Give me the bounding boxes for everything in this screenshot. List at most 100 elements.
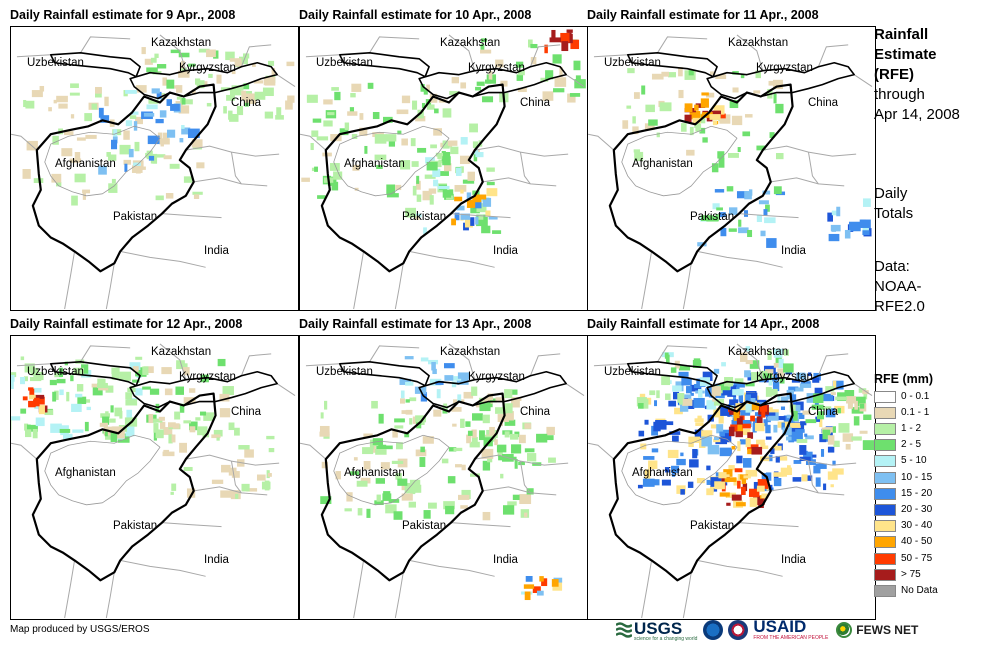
rainfall-map-panel: Daily Rainfall estimate for 14 Apr., 200…	[587, 317, 877, 621]
rainfall-cell	[396, 442, 403, 450]
rainfall-cell	[700, 98, 709, 108]
rainfall-cell	[244, 93, 255, 99]
rainfall-map-panel: Daily Rainfall estimate for 13 Apr., 200…	[299, 317, 589, 621]
rainfall-cell	[195, 417, 201, 421]
rainfall-cell	[395, 184, 402, 191]
rainfall-cell	[252, 63, 256, 67]
rainfall-cell	[712, 488, 718, 492]
rainfall-cell	[835, 396, 847, 401]
rainfall-cell	[38, 404, 45, 415]
rainfall-cell	[828, 233, 840, 242]
rainfall-cell	[752, 422, 757, 433]
rainfall-cell	[77, 396, 87, 405]
rainfall-cell	[76, 137, 86, 141]
rainfall-cell	[397, 478, 408, 486]
rainfall-cell	[415, 415, 427, 423]
province-boundary	[519, 152, 531, 185]
legend-swatch	[874, 390, 896, 403]
rainfall-cell	[404, 356, 414, 360]
rainfall-cell	[82, 189, 91, 194]
rainfall-cell	[59, 428, 71, 433]
rainfall-cell	[764, 369, 774, 377]
legend-label: No Data	[901, 584, 938, 596]
rainfall-cell	[108, 183, 118, 193]
rainfall-cell	[401, 493, 413, 501]
rainfall-cell	[514, 459, 518, 469]
rainfall-cell	[739, 406, 751, 416]
rainfall-cell	[428, 188, 437, 194]
rainfall-cell	[820, 449, 825, 457]
rainfall-cell	[641, 85, 646, 95]
rainfall-cell	[339, 128, 349, 136]
rainfall-cell	[757, 479, 769, 489]
rainfall-cell	[730, 405, 735, 411]
rainfall-cell	[363, 433, 373, 438]
rainfall-cell	[132, 379, 140, 383]
rainfall-cell	[72, 429, 84, 433]
country-border	[44, 125, 161, 197]
rainfall-cell	[71, 195, 78, 206]
rainfall-cell	[108, 154, 117, 161]
rainfall-cell	[626, 105, 632, 109]
rainfall-cell	[442, 108, 452, 118]
rainfall-cell	[712, 203, 720, 210]
legend-heading: Rainfall Estimate (RFE)	[874, 25, 937, 85]
country-label-pakistan: Pakistan	[113, 211, 158, 223]
rainfall-cell	[705, 92, 715, 98]
province-boundary	[159, 343, 187, 380]
rainfall-cell	[454, 196, 463, 202]
rainfall-cell	[383, 116, 393, 123]
province-boundary	[80, 345, 131, 363]
province-boundary	[450, 213, 511, 219]
rainfall-cell	[745, 392, 758, 401]
rainfall-cell	[718, 472, 727, 479]
rainfall-cell	[24, 363, 35, 373]
rainfall-cell	[369, 442, 374, 450]
rainfall-cell	[731, 115, 743, 126]
country-border	[338, 361, 567, 409]
rainfall-cell	[644, 419, 649, 425]
rainfall-cell	[714, 481, 725, 490]
rainfall-cell	[163, 449, 170, 455]
rainfall-cell	[756, 214, 762, 223]
rainfall-cell	[815, 463, 827, 469]
rainfall-cell	[423, 510, 431, 519]
rainfall-cell	[374, 134, 387, 144]
province-boundary	[697, 559, 783, 577]
rainfall-cell	[181, 125, 185, 129]
rainfall-cell	[760, 405, 768, 412]
rainfall-cell	[536, 590, 544, 596]
rainfall-cell	[454, 212, 460, 221]
rainfall-cell	[773, 79, 783, 90]
rainfall-cell	[552, 54, 562, 64]
rainfall-cell	[788, 386, 799, 392]
rainfall-cell	[780, 467, 792, 476]
rainfall-cell	[229, 113, 239, 122]
rainfall-cell	[208, 73, 213, 78]
rainfall-cell	[231, 85, 244, 91]
rainfall-cell	[737, 441, 741, 452]
rainfall-cell	[264, 76, 276, 86]
rainfall-cell	[76, 384, 84, 392]
rainfall-cell	[374, 500, 384, 506]
province-boundary	[853, 383, 873, 396]
rainfall-cell	[97, 382, 108, 389]
rainfall-cell	[133, 121, 138, 131]
rainfall-cell	[416, 421, 422, 429]
rainfall-cell	[651, 448, 659, 453]
rainfall-cell	[726, 186, 734, 192]
rainfall-cell	[142, 366, 149, 376]
rainfall-cell	[423, 227, 427, 235]
rainfall-cell	[135, 356, 143, 360]
rainfall-cell	[375, 478, 386, 484]
rainfall-cell	[453, 376, 462, 381]
rainfall-cell	[170, 491, 174, 495]
rainfall-cell	[695, 123, 702, 132]
rainfall-cell	[761, 493, 769, 499]
legend-label: 5 - 10	[901, 455, 927, 467]
rainfall-cell	[825, 408, 836, 418]
rainfall-cell	[287, 95, 295, 103]
rainfall-cell	[769, 132, 775, 139]
rainfall-cell	[432, 368, 437, 375]
rainfall-cell	[451, 77, 459, 84]
